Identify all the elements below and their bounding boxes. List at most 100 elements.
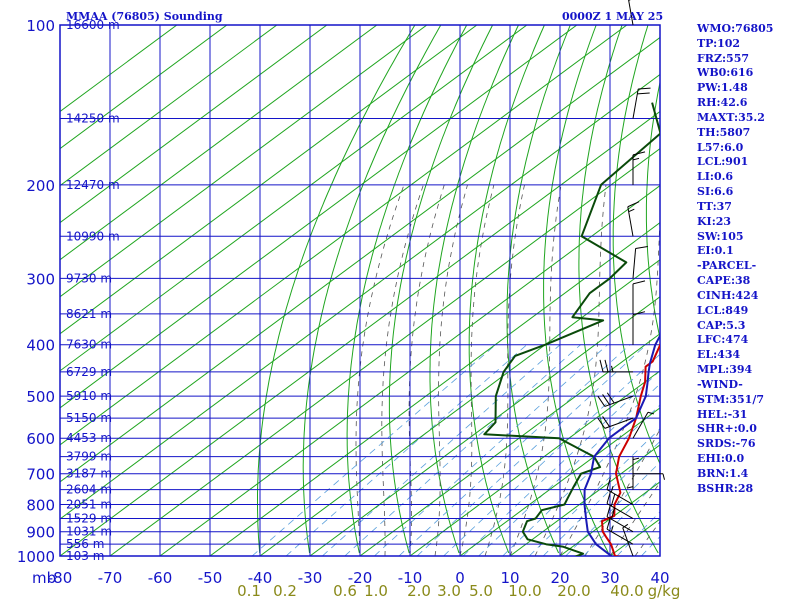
pressure-tick-label: 200 bbox=[26, 177, 55, 195]
sounding-index: MAXT:35.2 bbox=[697, 110, 765, 124]
sounding-index: TT:37 bbox=[697, 199, 732, 213]
pressure-tick-label: 800 bbox=[26, 497, 55, 515]
sounding-index: LI:0.6 bbox=[697, 170, 734, 184]
isotherm-line bbox=[60, 73, 660, 520]
temperature-tick-label: -80 bbox=[48, 569, 73, 587]
dry-adiabat-line bbox=[346, 25, 468, 554]
moist-adiabat-line bbox=[381, 184, 424, 556]
sounding-index: RH:42.6 bbox=[697, 96, 748, 110]
sounding-index: BSHR:28 bbox=[697, 481, 754, 495]
sounding-index: -WIND- bbox=[697, 377, 743, 391]
wind-barb bbox=[633, 473, 665, 480]
moist-adiabat-line bbox=[534, 184, 607, 556]
sounding-index: CAP:5.3 bbox=[697, 318, 746, 332]
mixing-ratio-label: 1.0 bbox=[364, 582, 388, 600]
height-label: 7630 m bbox=[66, 338, 112, 352]
temperature-tick-label: -50 bbox=[198, 569, 223, 587]
height-label: 9730 m bbox=[66, 271, 112, 285]
wind-profile bbox=[597, 0, 665, 557]
pressure-tick-label: 400 bbox=[26, 337, 55, 355]
isotherm-line bbox=[60, 25, 328, 224]
isotherm-line bbox=[60, 25, 528, 372]
dry-adiabat-line bbox=[578, 25, 659, 554]
sounding-index: KI:23 bbox=[697, 214, 732, 228]
height-label: 2604 m bbox=[66, 483, 112, 497]
pressure-unit-label: mb bbox=[32, 569, 56, 587]
isotherm-line bbox=[60, 25, 578, 409]
pressure-tick-label: 1000 bbox=[17, 548, 55, 566]
sounding-index: CINH:424 bbox=[697, 288, 759, 302]
sounding-index: MPL:394 bbox=[697, 363, 753, 377]
mixing-ratio-label: 20.0 bbox=[557, 582, 590, 600]
mixing-ratio-label: 2.0 bbox=[407, 582, 431, 600]
dry-adiabat-line bbox=[257, 25, 416, 554]
wind-barb bbox=[606, 491, 634, 519]
isotherm-line bbox=[60, 25, 428, 298]
pressure-tick-label: 500 bbox=[26, 388, 55, 406]
height-label: 103 m bbox=[66, 549, 104, 563]
temperature-tick-label: 10 bbox=[500, 569, 519, 587]
isotherms bbox=[60, 25, 660, 556]
dry-adiabat-line bbox=[388, 25, 494, 554]
mixing-ratio-label: 5.0 bbox=[469, 582, 493, 600]
sounding-index: EHI:0.0 bbox=[697, 452, 745, 466]
wind-barb bbox=[626, 456, 634, 489]
sounding-index: LCL:849 bbox=[697, 303, 749, 317]
dry-adiabat-line bbox=[543, 25, 609, 554]
sounding-index: FRZ:557 bbox=[697, 51, 750, 65]
temperature-tick-label: -60 bbox=[148, 569, 173, 587]
isotherm-line bbox=[60, 25, 628, 446]
moist-adiabat-line bbox=[634, 521, 660, 556]
height-label: 5150 m bbox=[66, 411, 112, 425]
moist-adiabat-line bbox=[434, 184, 468, 556]
moist-adiabat-line bbox=[408, 184, 445, 556]
isotherm-line bbox=[309, 296, 660, 556]
sounding-index: L57:6.0 bbox=[697, 140, 744, 154]
mixing-ratio-label: 3.0 bbox=[437, 582, 461, 600]
mixing-ratio-label: 40.0 bbox=[610, 582, 643, 600]
isotherm-line bbox=[409, 370, 660, 556]
pressure-tick-label: 700 bbox=[26, 466, 55, 484]
sounding-index: WMO:76805 bbox=[697, 22, 774, 35]
plot-frame bbox=[59, 24, 661, 557]
isotherm-line bbox=[459, 407, 660, 556]
sounding-index: BRN:1.4 bbox=[697, 466, 749, 480]
sounding-index: HEL:-31 bbox=[697, 407, 748, 421]
isotherm-line bbox=[60, 25, 278, 187]
temperature-tick-label: 0 bbox=[455, 569, 465, 587]
height-label: 16600 m bbox=[66, 18, 120, 32]
isotherm-line bbox=[159, 185, 660, 556]
wind-barb bbox=[622, 523, 634, 557]
height-label: 1031 m bbox=[66, 525, 112, 539]
sounding-time: 0000Z 1 MAY 25 bbox=[562, 10, 663, 23]
wind-barb bbox=[606, 477, 634, 505]
wind-barb bbox=[606, 504, 634, 533]
mixing-ratio-label: 0.1 bbox=[237, 582, 261, 600]
height-label: 10990 m bbox=[66, 229, 120, 243]
station-title: MMAA (76805) Sounding bbox=[66, 10, 223, 23]
sounding-index: SW:105 bbox=[697, 229, 744, 243]
wind-barb bbox=[606, 517, 634, 545]
plot-border bbox=[59, 24, 661, 557]
temperature-tick-label: -20 bbox=[348, 569, 373, 587]
height-label: 8621 m bbox=[66, 307, 112, 321]
height-label: 2051 m bbox=[66, 498, 112, 512]
wind-barb bbox=[599, 359, 633, 373]
dewpoint-profile-line bbox=[483, 102, 660, 556]
pressure-tick-label: 900 bbox=[26, 524, 55, 542]
temperature-tick-label: -30 bbox=[298, 569, 323, 587]
temperature-profile-line bbox=[601, 342, 660, 556]
mixing-ratio-unit: g/kg bbox=[648, 582, 681, 600]
sounding-index: SI:6.6 bbox=[697, 185, 734, 199]
wind-barb bbox=[632, 246, 648, 279]
pressure-tick-label: 600 bbox=[26, 430, 55, 448]
temperature-tick-label: -70 bbox=[98, 569, 123, 587]
sounding-index: SHR+:0.0 bbox=[697, 422, 757, 436]
sounding-indices-panel: WMO:76805 TP:102 FRZ:557 WB0:616 PW:1.48 RH:4… bbox=[697, 22, 773, 497]
sounding-index: WB0:616 bbox=[697, 66, 754, 80]
isotherm-line bbox=[60, 25, 228, 150]
dry-adiabat-line bbox=[506, 25, 571, 554]
